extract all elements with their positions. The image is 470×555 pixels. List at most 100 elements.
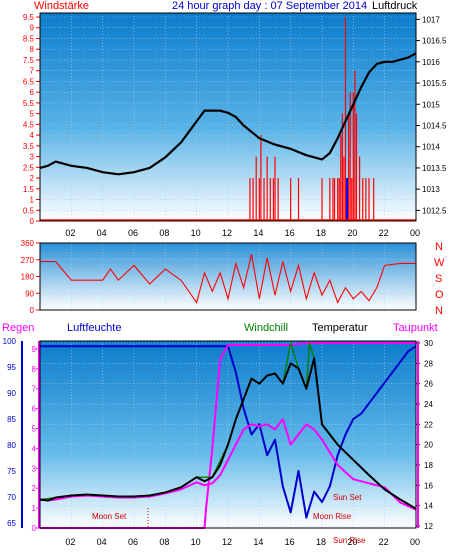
y-tick-label-wind: 3.5 [23,142,35,151]
y-tick-label-rain: 0 [32,524,37,533]
y-tick-label-temp: 28 [424,359,433,368]
y-tick-label-rain: 4 [32,444,37,453]
y-tick-label-wind: 7 [30,67,35,76]
x-tick-label-bottom: 12 [222,537,232,547]
annotation-sun-rise: Sun Rise [333,536,366,545]
x-tick-label-bottom: 14 [253,537,263,547]
y-tick-label-pressure: 1013.5 [422,164,447,173]
y-tick-label-wind: 5.5 [23,99,35,108]
x-tick-label-top: 14 [253,228,263,238]
x-tick-label-top: 20 [347,228,357,238]
y-tick-label-direction: 0 [30,306,35,315]
y-tick-label-temp: 20 [424,441,433,450]
frame-bot [39,340,417,529]
y-tick-label-temp: 18 [424,461,433,470]
y-tick-label-pressure: 1014 [422,143,440,152]
y-tick-label-direction: 180 [21,273,35,282]
y-tick-label-pressure: 1017 [422,15,440,24]
y-tick-label-rain: 6 [32,405,37,414]
y-tick-label-rain: 3 [32,464,37,473]
chart-series [39,17,417,529]
x-tick-label-bottom: 08 [159,537,169,547]
y-tick-label-wind: 9 [30,24,35,33]
compass-label-0: N [435,241,443,253]
x-tick-label-bottom: 16 [285,537,295,547]
x-tick-label-top: 04 [97,228,107,238]
compass-label-1: W [434,257,445,269]
pressure-line [39,52,417,176]
y-tick-label-humidity: 70 [7,493,16,502]
y-tick-label-wind: 5 [30,110,35,119]
x-tick-label-top: 22 [379,228,389,238]
left-label-rain: Regen [2,322,34,334]
compass-label-4: N [435,305,443,317]
wind-direction-line [40,254,416,304]
y-tick-label-wind: 6.5 [23,77,35,86]
y-tick-label-wind: 1 [30,196,35,205]
y-tick-label-wind: 0 [30,217,35,226]
x-tick-label-top: 08 [159,228,169,238]
temperature-line [39,357,417,510]
dewpoint-line [39,418,417,511]
y-tick-label-humidity: 65 [7,519,16,528]
x-tick-label-bottom: 02 [65,537,75,547]
y-tick-label-temp: 26 [424,380,433,389]
y-tick-label-rain: 2 [32,484,37,493]
y-tick-label-pressure: 1016 [422,58,440,67]
y-tick-label-wind: 4 [30,131,35,140]
annotation-moon-rise: Moon Rise [313,512,352,521]
compass-label-2: S [435,273,442,285]
y-tick-label-pressure: 1015.5 [422,79,447,88]
x-tick-label-bottom: 18 [316,537,326,547]
axis-ticks: 0202040406060808101012121414161618182020… [3,13,447,547]
annotation-sun-set: Sun Set [333,493,362,502]
y-tick-label-rain: 7 [32,385,37,394]
y-tick-label-wind: 1.5 [23,185,35,194]
left-label-wind: Windstärke [34,0,89,12]
rain-line [40,341,416,529]
y-tick-label-rain: 9 [32,345,37,354]
x-tick-label-top: 02 [65,228,75,238]
x-tick-label-top: 18 [316,228,326,238]
y-tick-label-wind: 2 [30,174,35,183]
y-tick-label-pressure: 1013 [422,185,440,194]
y-tick-label-pressure: 1014.5 [422,121,447,130]
y-tick-label-rain: 1 [32,504,37,513]
y-tick-label-wind: 9.5 [23,13,35,22]
y-tick-label-wind: 2.5 [23,163,35,172]
y-tick-label-wind: 6 [30,88,35,97]
x-tick-label-bottom: 04 [97,537,107,547]
y-tick-label-pressure: 1015 [422,100,440,109]
y-tick-label-temp: 14 [424,502,433,511]
x-tick-label-top: 12 [222,228,232,238]
y-tick-label-humidity: 100 [3,337,17,346]
x-tick-label-bottom: 06 [128,537,138,547]
y-tick-label-wind: 4.5 [23,120,35,129]
y-tick-label-rain: 5 [32,425,37,434]
y-tick-label-direction: 360 [21,239,35,248]
chart-title: 24 hour graph day : 07 September 2014 [172,0,367,12]
y-tick-label-humidity: 90 [7,389,16,398]
y-tick-label-rain: 8 [32,365,37,374]
frame-mid [39,242,417,311]
y-tick-label-direction: 270 [21,256,35,265]
x-tick-label-bottom: 22 [379,537,389,547]
y-tick-label-humidity: 95 [7,363,16,372]
frame-top [39,12,417,222]
y-tick-label-wind: 3 [30,153,35,162]
y-tick-label-direction: 90 [25,289,34,298]
x-tick-label-bottom: 20 [347,537,357,547]
legend-windchill: Windchill [244,322,288,334]
x-tick-label-bottom: 00 [410,537,420,547]
y-tick-label-pressure: 1012.5 [422,206,447,215]
x-tick-label-top: 00 [410,228,420,238]
y-tick-label-temp: 16 [424,481,433,490]
annotation-moon-set: Moon Set [92,512,127,521]
y-tick-label-temp: 30 [424,339,433,348]
legend-dewpoint: Taupunkt [393,322,438,334]
y-tick-label-temp: 22 [424,420,433,429]
y-tick-label-wind: 8 [30,45,35,54]
x-tick-label-top: 10 [191,228,201,238]
left-label-humidity: Luftfeuchte [67,322,121,334]
y-tick-label-wind: 7.5 [23,56,35,65]
